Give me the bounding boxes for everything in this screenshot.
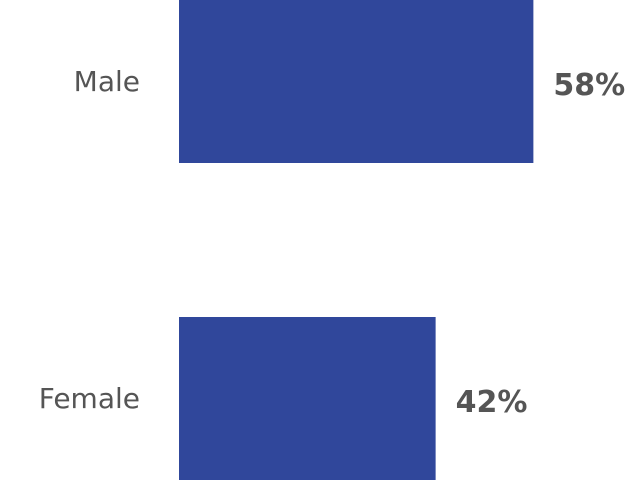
category-label-female: Female — [39, 382, 140, 415]
value-label-female: 42% — [456, 385, 528, 420]
bar-male — [179, 0, 534, 163]
bar-female — [179, 317, 436, 480]
category-label-male: Male — [74, 65, 140, 98]
category-labels: Male Female — [39, 65, 140, 415]
value-labels: 58% 42% — [456, 68, 626, 420]
value-label-male: 58% — [553, 68, 625, 103]
bars-group — [179, 0, 534, 480]
